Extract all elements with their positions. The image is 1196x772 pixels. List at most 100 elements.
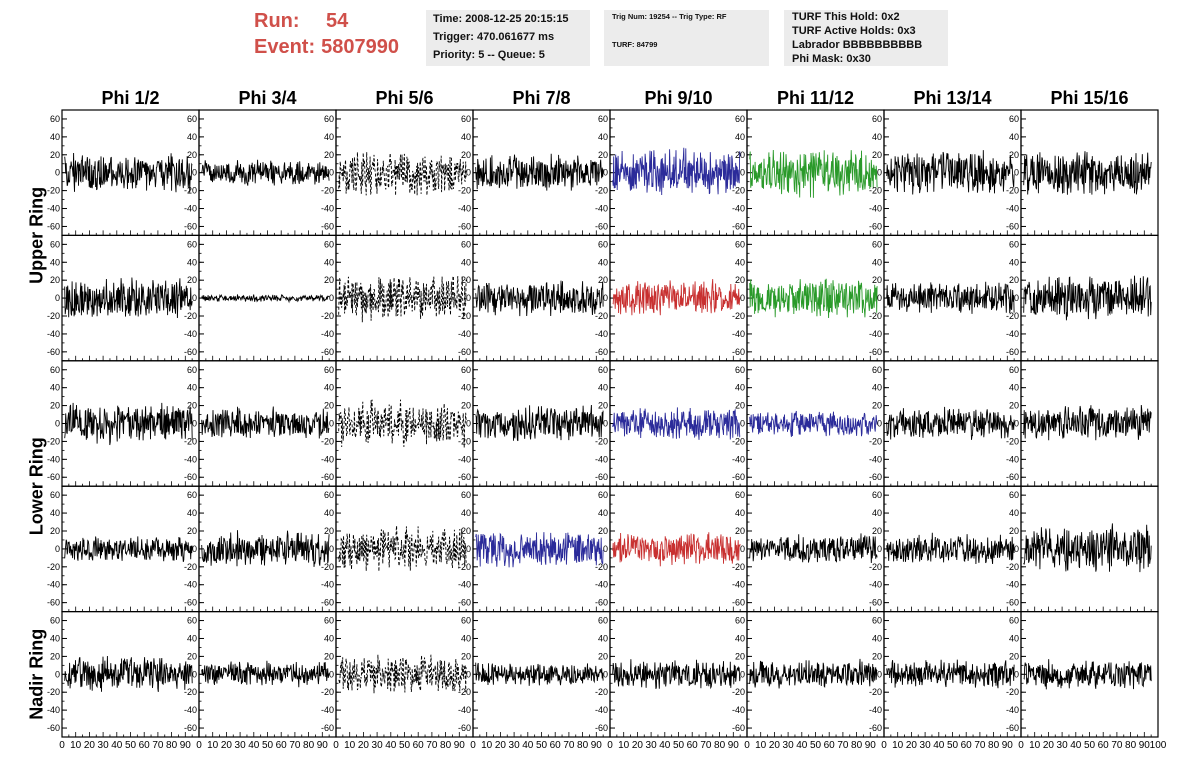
y-tick-label: -20 — [47, 687, 60, 697]
y-tick-label: 40 — [735, 383, 745, 393]
x-tick-label: 30 — [920, 740, 932, 751]
y-tick-label: 20 — [872, 150, 882, 160]
waveform-trace — [749, 278, 878, 319]
y-tick-label: -60 — [458, 221, 471, 231]
panel-r2-c5: 60 40 20 0 -20 -40 -60 — [595, 234, 748, 362]
x-tick-label: 60 — [550, 740, 562, 751]
y-tick-label: 60 — [1009, 114, 1019, 124]
y-tick-label: 60 — [324, 616, 334, 626]
panel-r2-c3: 60 40 20 0 -20 -40 -60 — [321, 234, 474, 362]
x-tick-label: 90 — [180, 740, 192, 751]
x-tick-label: 30 — [646, 740, 658, 751]
x-tick-label: 20 — [495, 740, 507, 751]
y-tick-label: 60 — [187, 239, 197, 249]
y-tick-label: -60 — [47, 221, 60, 231]
y-tick-label: 20 — [324, 651, 334, 661]
y-tick-label: -60 — [47, 723, 60, 733]
waveform-trace — [201, 660, 330, 688]
y-tick-label: 60 — [324, 490, 334, 500]
panel-r4-c8: 60 40 20 0 -20 -40 -60 — [1006, 485, 1159, 613]
phi-mask-text: Phi Mask: 0x30 — [792, 53, 871, 65]
y-tick-label: 60 — [872, 239, 882, 249]
x-tick-label: 50 — [262, 740, 274, 751]
y-tick-label: -20 — [1006, 311, 1019, 321]
y-tick-label: -20 — [47, 311, 60, 321]
y-tick-label: -40 — [732, 580, 745, 590]
y-tick-label: 0 — [740, 419, 745, 429]
y-tick-label: 0 — [603, 669, 608, 679]
y-tick-label: -20 — [595, 687, 608, 697]
waveform-trace — [475, 153, 604, 191]
run-value: 54 — [326, 10, 349, 32]
y-tick-label: -20 — [184, 186, 197, 196]
y-tick-label: -40 — [595, 705, 608, 715]
y-tick-label: 60 — [461, 114, 471, 124]
y-tick-label: 20 — [187, 651, 197, 661]
y-tick-label: -40 — [321, 329, 334, 339]
y-tick-label: -20 — [458, 186, 471, 196]
y-tick-label: 60 — [324, 114, 334, 124]
y-tick-label: 40 — [598, 633, 608, 643]
turf-text: TURF: 84799 — [612, 40, 658, 49]
column-title-8: Phi 15/16 — [1050, 88, 1128, 108]
y-tick-label: 20 — [735, 275, 745, 285]
y-tick-label: 20 — [324, 150, 334, 160]
x-tick-label: 90 — [865, 740, 877, 751]
panel-r5-c3: 60 40 20 0 -20 -40 -60 — [321, 610, 474, 738]
time-info-box: Time: 2008-12-25 20:15:15 Trigger: 470.0… — [426, 10, 590, 66]
panel-r4-c4: 60 40 20 0 -20 -40 -60 — [458, 485, 611, 613]
y-tick-label: 40 — [872, 633, 882, 643]
event-value: 5807990 — [321, 36, 399, 58]
y-tick-label: -40 — [1006, 329, 1019, 339]
y-tick-label: 40 — [598, 508, 608, 518]
y-tick-label: -40 — [321, 705, 334, 715]
waveform-trace — [201, 530, 330, 567]
x-tick-label: 20 — [358, 740, 370, 751]
waveform-trace — [612, 407, 741, 440]
y-tick-label: 60 — [461, 490, 471, 500]
y-tick-label: 60 — [598, 239, 608, 249]
waveform-trace — [886, 406, 1015, 440]
panel-r3-c8: 60 40 20 0 -20 -40 -60 — [1006, 360, 1159, 487]
y-tick-label: 60 — [461, 239, 471, 249]
y-tick-label: -40 — [458, 705, 471, 715]
panel-r1-c6: 60 40 20 0 -20 -40 -60 — [732, 109, 885, 237]
y-tick-label: -60 — [595, 598, 608, 608]
x-tick-label: 20 — [632, 740, 644, 751]
y-tick-label: 60 — [1009, 239, 1019, 249]
x-tick-label: 40 — [796, 740, 808, 751]
y-tick-label: 0 — [1014, 419, 1019, 429]
y-tick-label: 40 — [598, 383, 608, 393]
y-tick-label: -60 — [184, 598, 197, 608]
y-tick-label: 20 — [50, 150, 60, 160]
y-tick-label: 40 — [187, 132, 197, 142]
x-tick-label: 80 — [303, 740, 315, 751]
y-tick-label: -60 — [732, 472, 745, 482]
y-tick-label: -20 — [184, 311, 197, 321]
y-tick-label: -20 — [321, 186, 334, 196]
y-tick-label: 20 — [1009, 651, 1019, 661]
waveform-trace — [338, 152, 467, 196]
y-tick-label: -20 — [321, 311, 334, 321]
x-tick-label: 70 — [1111, 740, 1123, 751]
y-tick-label: 0 — [877, 544, 882, 554]
panel-r4-c3: 60 40 20 0 -20 -40 -60 — [321, 485, 474, 613]
y-tick-label: -60 — [47, 472, 60, 482]
x-tick-label: 80 — [577, 740, 589, 751]
x-tick-label: 60 — [824, 740, 836, 751]
y-tick-label: -20 — [869, 436, 882, 446]
waveform-trace — [612, 147, 741, 196]
y-tick-label: 20 — [50, 401, 60, 411]
y-tick-label: 0 — [1014, 168, 1019, 178]
waveform-trace — [64, 536, 193, 563]
waveform-trace — [201, 293, 330, 304]
y-tick-label: -60 — [869, 723, 882, 733]
waveform-trace — [886, 659, 1015, 689]
y-tick-label: 40 — [187, 257, 197, 267]
panel-r4-c7: 60 40 20 0 -20 -40 -60 — [869, 485, 1022, 613]
waveform-trace — [1023, 275, 1152, 321]
y-tick-label: 60 — [735, 616, 745, 626]
x-tick-label: 90 — [1002, 740, 1014, 751]
x-tick-label: 70 — [974, 740, 986, 751]
y-tick-label: 0 — [192, 168, 197, 178]
